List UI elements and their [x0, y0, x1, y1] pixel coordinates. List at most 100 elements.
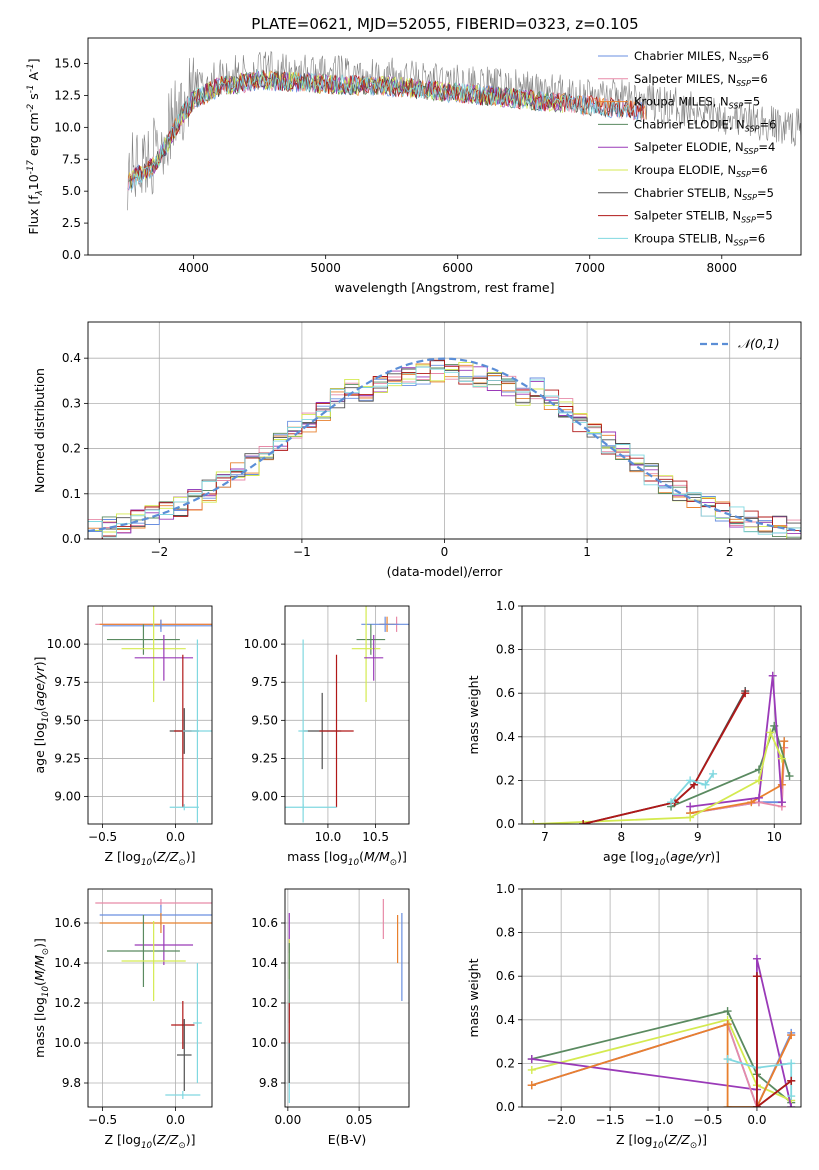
error-bar-point	[171, 1001, 195, 1049]
y-tick-label: 0.0	[62, 248, 81, 262]
y-tick-label: 7.5	[62, 152, 81, 166]
panel-mass-vs-z: −0.5 0.0 9.8 10.0 10.2 10.4 10.6 Z [log10​(Z/Z⊙…	[32, 888, 213, 1151]
plot-area	[127, 50, 801, 211]
y-tick-label: 9.75	[54, 675, 81, 689]
x-axis-label: Z [log10​(Z/Z⊙​)]	[105, 849, 196, 868]
weight-marker	[686, 802, 695, 811]
error-bar-point	[169, 804, 199, 811]
y-tick-label: 0.2	[496, 1056, 515, 1070]
y-tick-label: 10.0	[54, 1036, 81, 1050]
x-tick-label: 7000	[574, 261, 605, 275]
weight-marker	[777, 798, 786, 807]
plot-area	[529, 671, 794, 824]
x-tick-label: 10	[767, 830, 782, 844]
x-tick-label: 1	[583, 545, 591, 559]
x-tick-label: 0	[441, 545, 449, 559]
panel-weight-vs-age: 7 8 9 10 0.0 0.2 0.4 0.6 0.8 1.0 age [log10​(age/y…	[466, 599, 802, 868]
normal-curve	[88, 357, 801, 533]
error-bar-point	[165, 1091, 201, 1099]
weight-line	[756, 976, 792, 1107]
weight-line	[531, 1010, 792, 1104]
weight-line	[531, 958, 793, 1107]
y-tick-label: 0.4	[496, 730, 515, 744]
error-bar-point	[364, 634, 384, 681]
axes-frame	[87, 321, 802, 540]
legend-label: Salpeter STELIB, NSSP=5	[634, 209, 773, 225]
model-line	[130, 69, 643, 191]
x-axis-label: Z [log10​(Z/Z⊙​)]	[616, 1132, 707, 1151]
y-tick-label: 9.25	[54, 751, 81, 765]
error-bar-point	[182, 639, 212, 823]
y-tick-label: 9.50	[54, 713, 81, 727]
weight-marker	[723, 1055, 732, 1064]
weight-marker	[754, 793, 763, 802]
weight-marker	[579, 820, 588, 824]
y-tick-label: 9.25	[251, 751, 278, 765]
axes-frame	[87, 605, 213, 825]
x-tick-label: −0.5	[693, 1113, 722, 1127]
y-axis-label: mass weight	[466, 958, 481, 1037]
x-tick-label: −0.5	[88, 830, 117, 844]
y-axis-label: Flux [fλ​10-17​ erg cm-2​ s-1​ A-1​]	[26, 58, 45, 234]
weight-line	[690, 675, 783, 808]
y-axis-label: mass [log10​(M/M⊙​)]	[32, 938, 51, 1058]
y-tick-label: 9.50	[251, 713, 278, 727]
error-bar-point	[361, 616, 409, 632]
y-tick-label: 10.00	[244, 637, 278, 651]
weight-marker	[529, 820, 538, 824]
panel-weight-vs-z: −2.0 −1.5 −1.0 −0.5 0.0 0.0 0.2 0.4 0.6 0.8 1.0 Z […	[466, 882, 802, 1151]
y-tick-label: 0.0	[496, 1100, 515, 1114]
error-bar-point	[285, 804, 337, 811]
error-bar-point	[102, 619, 212, 632]
weight-marker	[527, 1055, 536, 1064]
error-bar-point	[176, 1019, 192, 1091]
error-bar-point	[351, 606, 381, 703]
weight-marker	[787, 1103, 796, 1107]
y-tick-label: 0.4	[496, 1013, 515, 1027]
weight-marker	[777, 780, 786, 789]
y-tick-label: 9.00	[54, 790, 81, 804]
x-axis-label: Z [log10​(Z/Z⊙​)]	[105, 1132, 196, 1151]
plot-area	[527, 954, 796, 1107]
y-tick-label: 9.8	[259, 1076, 278, 1090]
weight-marker	[752, 1103, 761, 1107]
y-tick-label: 0.2	[62, 442, 81, 456]
panel-age-vs-z: −0.5 0.0 9.00 9.25 9.50 9.75 10.00 Z [log10​(Z/…	[32, 605, 213, 868]
axes-frame	[521, 888, 802, 1108]
model-line	[130, 70, 645, 182]
legend-label: 𝒩(0,1)	[738, 336, 780, 351]
y-tick-label: 0.4	[62, 351, 81, 365]
y-tick-label: 9.00	[251, 790, 278, 804]
x-tick-label: −2.0	[547, 1113, 576, 1127]
weight-marker	[787, 1059, 796, 1068]
weight-marker	[667, 798, 676, 807]
y-tick-label: 9.75	[251, 675, 278, 689]
y-tick-label: 10.2	[54, 996, 81, 1010]
y-axis-label: age [log10​(age/yr)]	[32, 656, 51, 773]
x-tick-label: −2	[150, 545, 168, 559]
y-tick-label: 10.6	[54, 916, 81, 930]
x-tick-label: −1.0	[644, 1113, 673, 1127]
y-tick-label: 1.0	[496, 882, 515, 896]
axes-frame	[521, 605, 802, 825]
x-tick-label: 8000	[707, 261, 738, 275]
x-tick-label: 7	[541, 830, 549, 844]
axes-frame	[284, 888, 410, 1108]
error-bar-point	[356, 624, 386, 655]
y-tick-label: 0.0	[62, 532, 81, 546]
error-bar-point	[298, 639, 308, 823]
x-axis-label: age [log10​(age/yr)]	[603, 849, 720, 868]
y-tick-label: 0.8	[496, 926, 515, 940]
x-tick-label: 0.00	[274, 1113, 301, 1127]
weight-marker	[752, 972, 761, 981]
y-tick-label: 10.4	[54, 956, 81, 970]
weight-marker	[723, 1007, 732, 1016]
weight-marker	[701, 780, 710, 789]
panel-residuals: −2 −1 0 1 2 0.0 0.1 0.2 0.3 0.4 (data-model)/error…	[32, 321, 802, 579]
panel-mass-vs-ebv: 0.00 0.05 9.8 10.0 10.2 10.4 10.6 E(B-V)	[251, 888, 410, 1147]
plot-area	[285, 606, 409, 823]
plot-area	[95, 899, 212, 1099]
x-axis-label: wavelength [Angstrom, rest frame]	[334, 280, 554, 295]
weight-marker	[723, 1103, 732, 1107]
